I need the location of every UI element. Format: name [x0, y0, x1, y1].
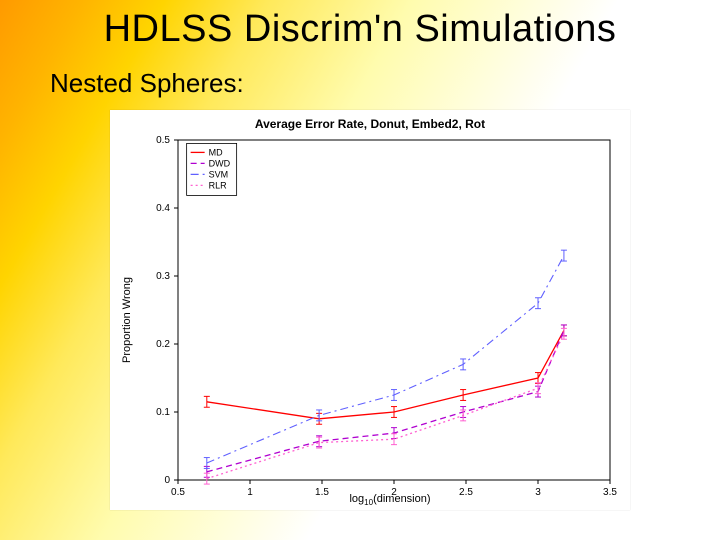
y-tick-label: 0.4	[156, 203, 170, 214]
legend-item-md: MD	[209, 147, 223, 157]
legend-item-svm: SVM	[209, 169, 229, 179]
x-ticks: 0.5 1 1.5 2 2.5 3 3.5	[171, 480, 617, 498]
series-line-dwd	[207, 330, 564, 471]
x-tick-label: 1.5	[315, 487, 329, 498]
slide: HDLSS Discrim'n Simulations Nested Spher…	[0, 0, 720, 540]
y-tick-label: 0.5	[156, 135, 170, 146]
series-line-svm	[207, 256, 564, 463]
slide-subtitle: Nested Spheres:	[50, 68, 244, 99]
x-tick-label: 3.5	[603, 487, 617, 498]
slide-title: HDLSS Discrim'n Simulations	[0, 8, 720, 51]
y-tick-label: 0.3	[156, 271, 170, 282]
x-tick-label: 3	[535, 487, 541, 498]
legend-item-rlr: RLR	[209, 180, 228, 190]
chart-series	[204, 250, 567, 484]
y-axis-label: Proportion Wrong	[121, 277, 133, 363]
y-tick-label: 0.1	[156, 407, 170, 418]
series-line-md	[207, 330, 564, 418]
y-tick-label: 0	[164, 475, 170, 486]
x-tick-label: 2.5	[459, 487, 473, 498]
x-tick-label: 0.5	[171, 487, 185, 498]
x-tick-label: 2	[391, 487, 397, 498]
legend-item-dwd: DWD	[209, 158, 231, 168]
chart-legend: MDDWDSVMRLR	[187, 143, 237, 195]
x-tick-label: 1	[247, 487, 253, 498]
x-axis-label: log10(dimension)	[349, 493, 430, 507]
chart-svg: Average Error Rate, Donut, Embed2, Rot P…	[110, 110, 630, 510]
chart-title: Average Error Rate, Donut, Embed2, Rot	[255, 117, 485, 131]
y-ticks: 0 0.1 0.2 0.3 0.4 0.5	[156, 135, 178, 486]
chart-container: Average Error Rate, Donut, Embed2, Rot P…	[110, 110, 630, 510]
y-tick-label: 0.2	[156, 339, 170, 350]
